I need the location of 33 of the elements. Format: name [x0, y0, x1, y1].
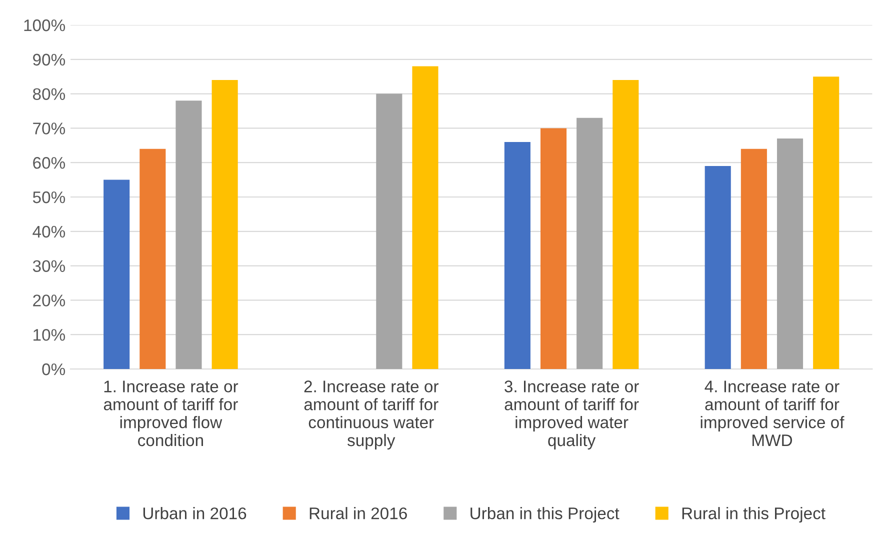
y-tick-label: 40% [32, 226, 66, 238]
bar [776, 138, 804, 369]
y-tick-label: 100% [24, 19, 66, 32]
x-tick-label: 1. Increase rate or amount of tariff for improved flow condition [104, 380, 238, 446]
bar [740, 148, 767, 369]
bar [212, 80, 238, 369]
bar [176, 100, 202, 369]
bar [412, 66, 438, 369]
bar [376, 94, 402, 369]
bar [104, 180, 130, 369]
bar [704, 166, 731, 369]
y-tick-label: 30% [32, 260, 66, 272]
x-tick-label: 2. Increase rate or amount of tariff for continuous water supply [304, 380, 438, 450]
y-tick-label: 90% [33, 54, 66, 66]
y-tick-label: 80% [32, 88, 66, 100]
legend-label: Urban in 2016 [143, 507, 246, 520]
bar [140, 148, 166, 369]
legend-label: Rural in this Project [682, 507, 826, 523]
y-tick-label: 50% [32, 191, 66, 204]
bar [540, 128, 567, 369]
legend-label: Urban in this Project [470, 507, 620, 523]
x-tick-label: 4. Increase rate or amount of tariff for improved service of MWD [700, 380, 844, 446]
y-tick-label: 70% [33, 122, 66, 134]
x-tick-label: 3. Increase rate or amount of tariff for improved water quality [504, 380, 639, 450]
bar [612, 80, 639, 369]
y-tick-label: 20% [33, 294, 66, 306]
bar [504, 142, 530, 369]
y-tick-label: 0% [42, 363, 66, 376]
bar [813, 76, 840, 369]
legend-label: Rural in 2016 [310, 507, 407, 520]
bar [576, 118, 603, 369]
y-tick-label: 60% [33, 157, 66, 169]
y-tick-label: 10% [34, 329, 66, 341]
